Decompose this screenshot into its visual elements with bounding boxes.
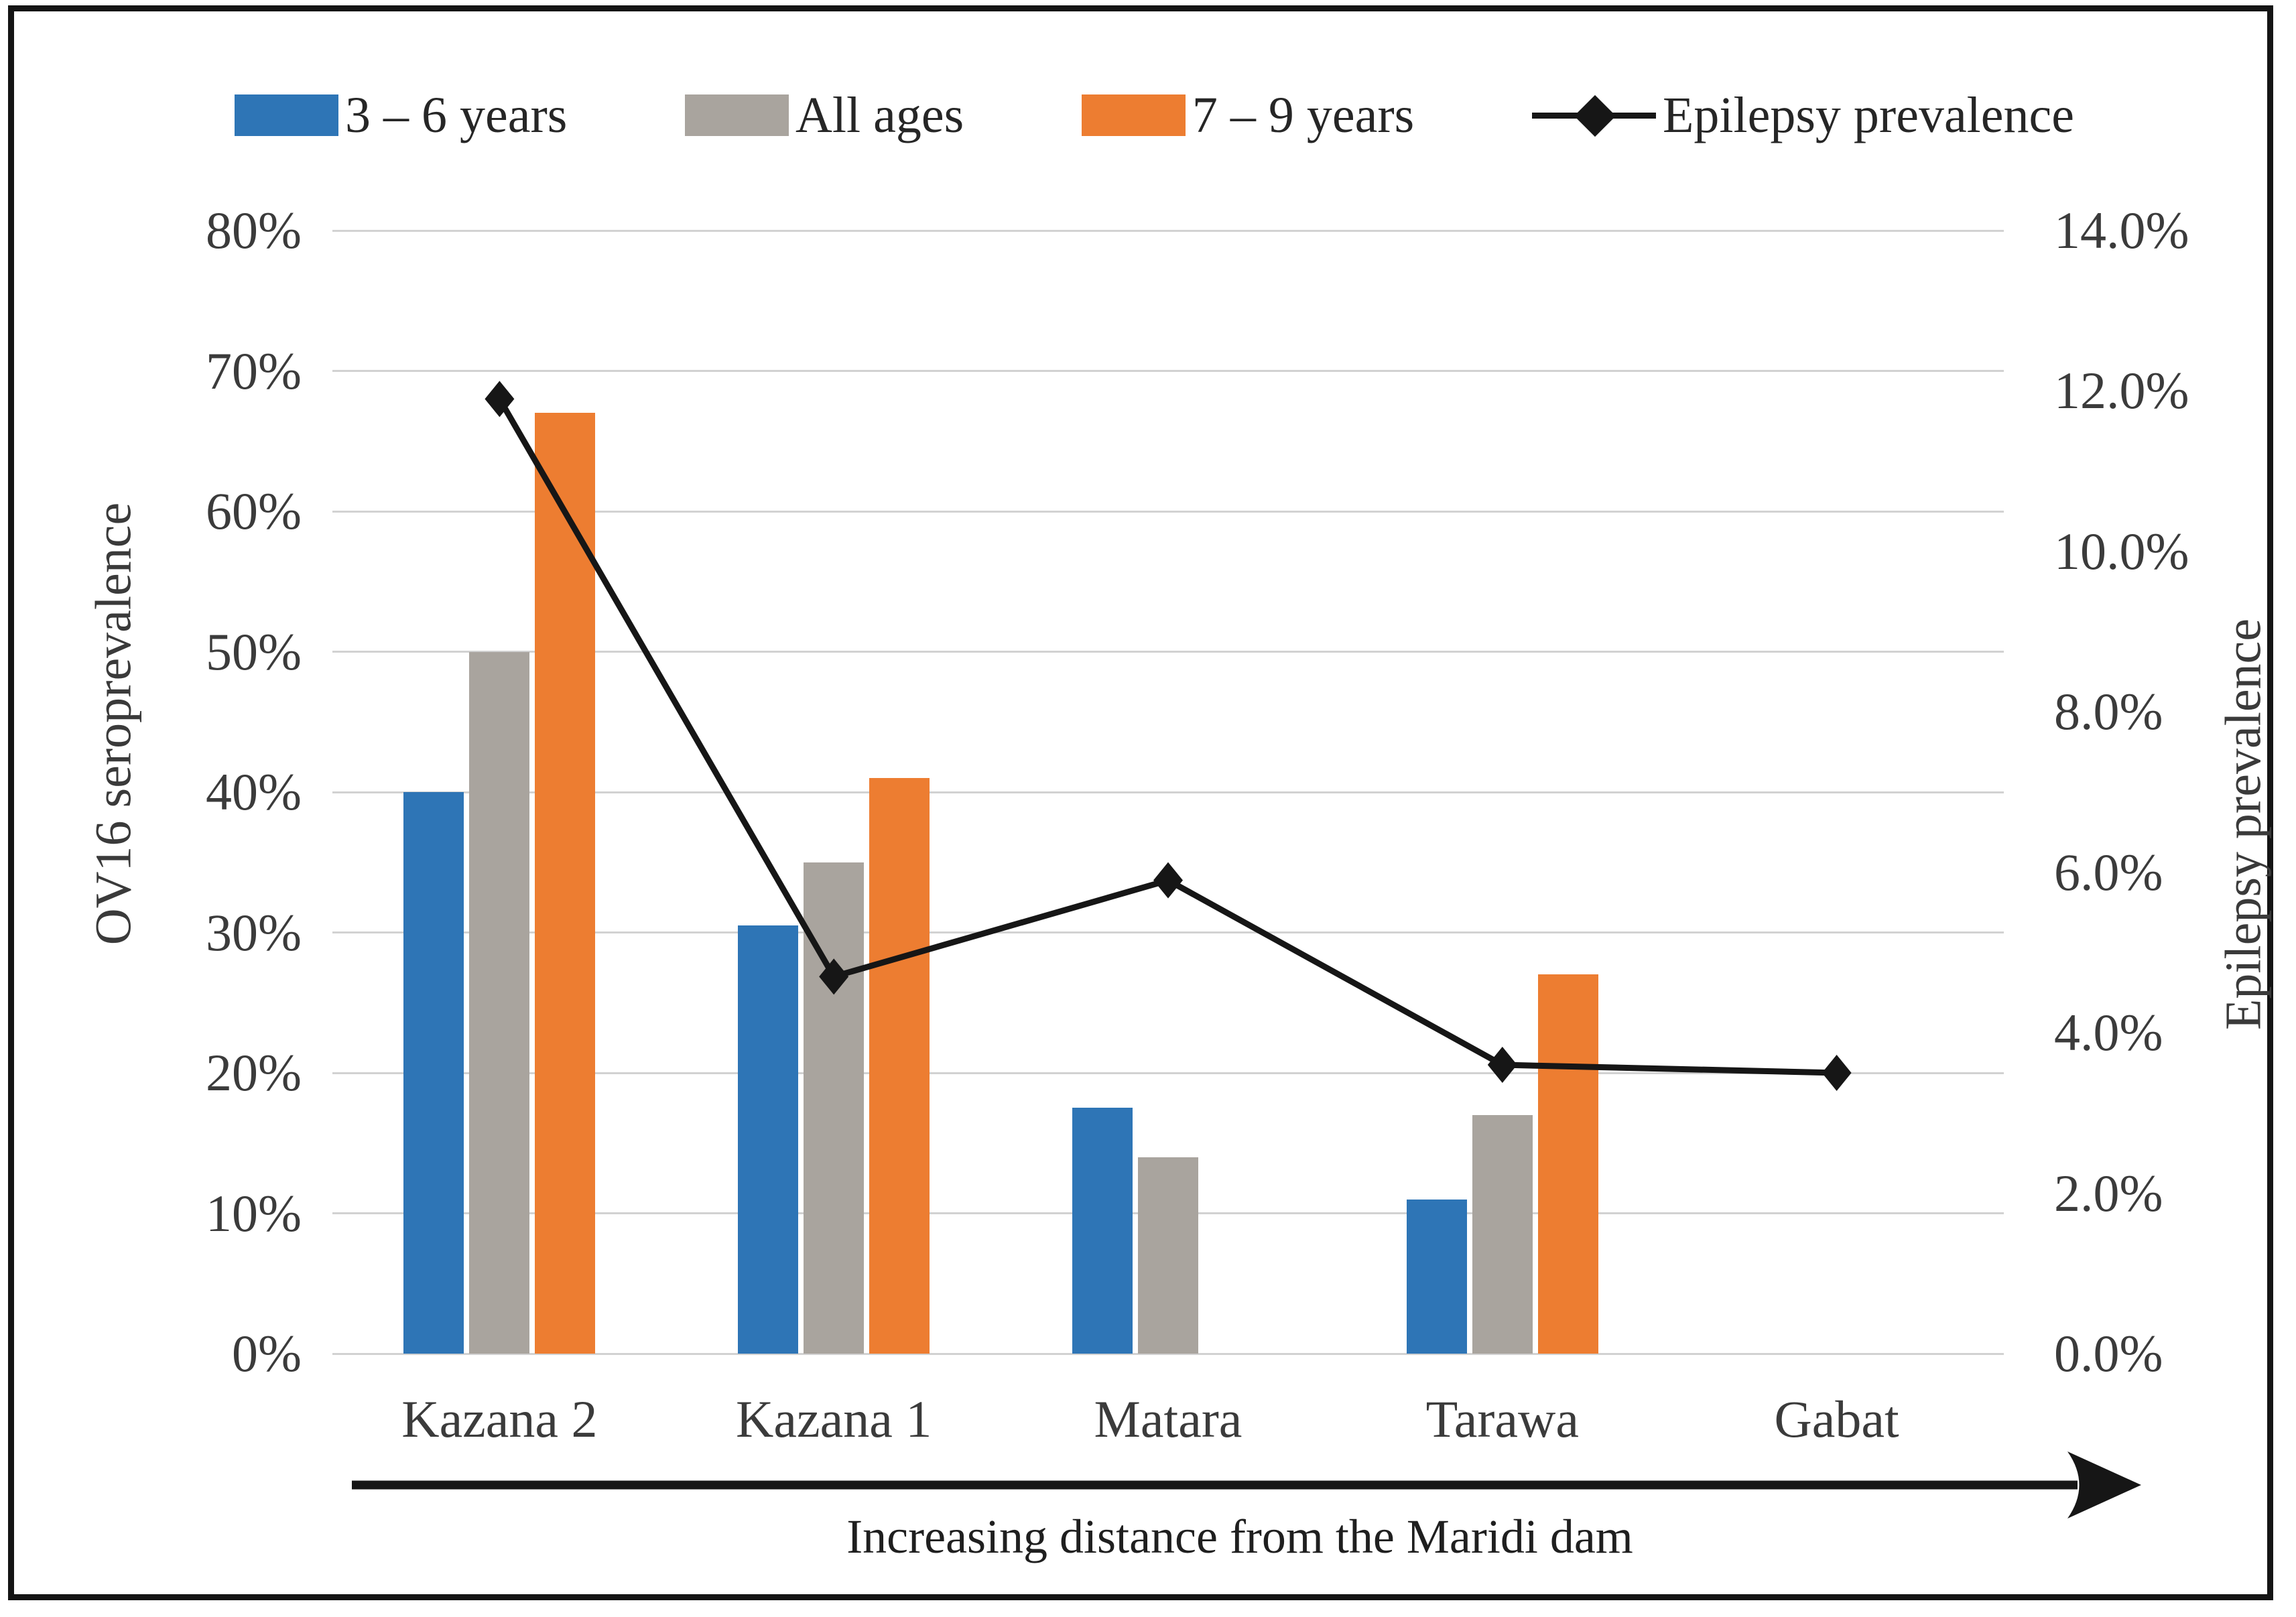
right-axis-tick-label: 4.0% bbox=[2054, 1003, 2163, 1062]
bar-7-9-years-kazana-1 bbox=[869, 778, 930, 1354]
left-axis-tick-label: 80% bbox=[206, 201, 302, 259]
legend-item-all-ages: All ages bbox=[685, 86, 964, 145]
left-axis-tick-label: 0% bbox=[232, 1324, 302, 1382]
legend: 3 – 6 years All ages 7 – 9 years Epilepsy p… bbox=[235, 75, 2074, 155]
legend-label: All ages bbox=[795, 86, 964, 143]
bar-3-6-years-tarawa bbox=[1406, 1199, 1467, 1354]
right-axis-tick-label: 8.0% bbox=[2054, 682, 2163, 741]
category-label-kazana-2: Kazana 2 bbox=[401, 1390, 598, 1448]
legend-label: 7 – 9 years bbox=[1192, 86, 1415, 143]
legend-item-epilepsy-prevalence: Epilepsy prevalence bbox=[1531, 86, 2074, 145]
left-axis-tick-label: 10% bbox=[206, 1183, 302, 1242]
category-label-kazana-1: Kazana 1 bbox=[736, 1390, 932, 1448]
category-label-matara: Matara bbox=[1094, 1390, 1242, 1448]
left-axis-tick-label: 50% bbox=[206, 622, 302, 681]
right-axis-tick-label: 6.0% bbox=[2054, 842, 2163, 901]
gridline bbox=[332, 229, 2004, 232]
legend-swatch-all-ages bbox=[685, 94, 789, 136]
left-axis-title: OV16 seroprevalence bbox=[85, 502, 142, 946]
bar-3-6-years-matara bbox=[1072, 1108, 1133, 1354]
right-axis-tick-label: 0.0% bbox=[2054, 1324, 2163, 1382]
bar-all-ages-tarawa bbox=[1472, 1114, 1533, 1354]
bar-3-6-years-kazana-1 bbox=[738, 925, 799, 1354]
bar-3-6-years-kazana-2 bbox=[403, 792, 464, 1354]
line-marker-diamond bbox=[1822, 1055, 1852, 1091]
gridline bbox=[332, 931, 2004, 933]
legend-item-3-6-years: 3 – 6 years bbox=[235, 86, 567, 145]
left-axis-tick-label: 60% bbox=[206, 482, 302, 540]
line-marker-diamond bbox=[819, 958, 849, 995]
legend-swatch-3-6-years bbox=[235, 94, 338, 136]
left-axis-tick-label: 40% bbox=[206, 763, 302, 821]
distance-arrow bbox=[352, 1451, 2141, 1518]
left-axis-ticks: 0% 10% 20% 30% 40% 50% 60% 70% 80% bbox=[121, 201, 302, 1382]
gridline bbox=[332, 1072, 2004, 1074]
right-axis-ticks: 0.0% 2.0% 4.0% 6.0% 8.0% 10.0% 12.0% 14.0% bbox=[2054, 201, 2275, 1382]
plot-area bbox=[332, 229, 2004, 1355]
left-axis-tick-label: 70% bbox=[206, 341, 302, 400]
left-axis-tick-label: 20% bbox=[206, 1043, 302, 1102]
gridline bbox=[332, 1352, 2004, 1355]
gridline bbox=[332, 651, 2004, 653]
bar-7-9-years-tarawa bbox=[1537, 974, 1598, 1354]
legend-label: 3 – 6 years bbox=[345, 86, 568, 143]
legend-item-7-9-years: 7 – 9 years bbox=[1081, 86, 1415, 145]
right-axis-tick-label: 14.0% bbox=[2054, 201, 2189, 259]
figure-border bbox=[8, 5, 2273, 1600]
left-axis-tick-label: 30% bbox=[206, 903, 302, 962]
line-marker-diamond bbox=[1153, 862, 1183, 899]
category-axis: Kazana 2 Kazana 1 Matara Tarawa Gabat bbox=[332, 1386, 2004, 1453]
legend-label: Epilepsy prevalence bbox=[1662, 86, 2074, 143]
right-axis-tick-label: 12.0% bbox=[2054, 361, 2189, 420]
legend-diamond-icon bbox=[1574, 94, 1616, 137]
category-label-tarawa: Tarawa bbox=[1425, 1390, 1579, 1448]
x-axis-caption: Increasing distance from the Maridi dam bbox=[846, 1510, 1633, 1563]
legend-swatch-7-9-years bbox=[1081, 94, 1186, 136]
right-axis-tick-label: 10.0% bbox=[2054, 521, 2189, 580]
bar-all-ages-matara bbox=[1138, 1157, 1198, 1354]
line-marker-diamond bbox=[1487, 1047, 1517, 1084]
gridline bbox=[332, 791, 2004, 793]
gridline bbox=[332, 370, 2004, 372]
right-axis-tick-label: 2.0% bbox=[2054, 1163, 2163, 1222]
right-axis-title: Epilepsy prevalence bbox=[2215, 618, 2272, 1031]
line-series-epilepsy-prevalence bbox=[485, 381, 1852, 1091]
line-marker-diamond bbox=[485, 381, 515, 417]
legend-line-sample bbox=[1531, 92, 1656, 139]
bar-7-9-years-kazana-2 bbox=[535, 413, 596, 1354]
bar-all-ages-kazana-2 bbox=[469, 651, 530, 1354]
gridline bbox=[332, 510, 2004, 513]
category-label-gabat: Gabat bbox=[1774, 1390, 1899, 1448]
